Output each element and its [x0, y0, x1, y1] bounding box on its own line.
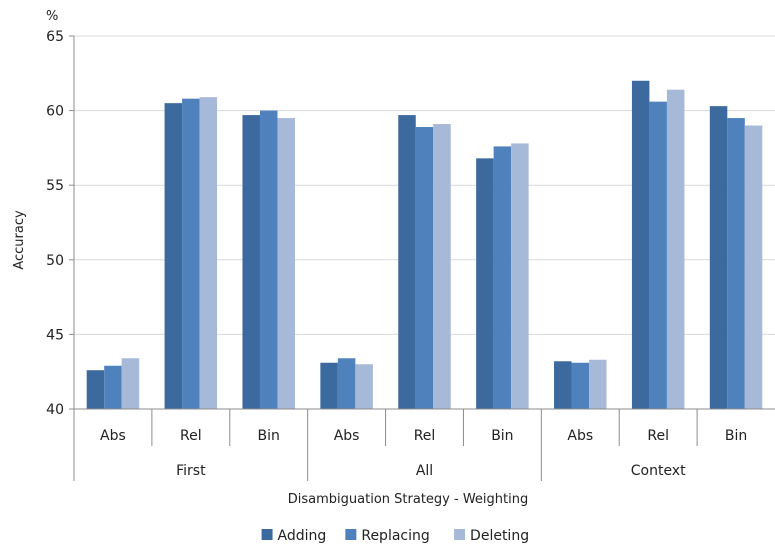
bar-adding-5 [476, 158, 494, 409]
legend-label: Replacing [361, 528, 429, 544]
bar-deleting-7 [666, 89, 685, 410]
bar-deleting-4 [433, 124, 451, 409]
x-category-label: Bin [258, 428, 280, 444]
x-category-label: Abs [100, 428, 126, 444]
y-tick-label: 50 [46, 253, 64, 269]
bar-replacing-1 [182, 98, 200, 409]
x-category-label: Abs [567, 428, 593, 444]
x-category-labels: Abs Rel Bin Abs Rel Bin Abs Rel Bin First All Conte… [100, 428, 747, 479]
bar-adding-2 [242, 115, 260, 409]
bar-replacing-3 [337, 358, 356, 409]
x-category-label: Rel [180, 428, 202, 444]
bar-replacing-6 [571, 362, 590, 409]
x-group-label: First [176, 463, 206, 479]
y-axis-title: Accuracy [12, 210, 27, 270]
bar-deleting-0 [121, 358, 140, 409]
legend-label: Deleting [470, 528, 529, 544]
bar-replacing-0 [104, 365, 122, 409]
x-category-label: Abs [334, 428, 360, 444]
bar-deleting-6 [589, 359, 607, 409]
legend-label: Adding [278, 528, 327, 544]
x-group-label: Context [631, 463, 686, 479]
legend-swatch [261, 529, 273, 540]
bar-replacing-7 [649, 101, 667, 410]
bar-replacing-4 [415, 127, 434, 409]
x-group-label: All [416, 463, 433, 479]
y-tick-label: 65 [46, 29, 64, 45]
bar-replacing-8 [727, 118, 745, 409]
y-tick-label: 55 [46, 178, 64, 194]
bar-adding-4 [398, 115, 416, 409]
x-axis-title: Disambiguation Strategy - Weighting [288, 492, 528, 507]
x-category-label: Bin [725, 428, 747, 444]
y-unit-label: % [46, 9, 58, 24]
bar-adding-6 [554, 361, 572, 409]
legend-item-deleting: Deleting [454, 528, 529, 544]
bar-deleting-1 [199, 97, 218, 410]
bar-adding-1 [164, 103, 183, 409]
y-tick-label: 40 [46, 402, 64, 418]
bar-adding-3 [320, 362, 338, 409]
bar-deleting-8 [744, 125, 763, 410]
bar-replacing-5 [493, 146, 512, 409]
bar-adding-7 [631, 80, 650, 409]
legend-item-adding: Adding [261, 528, 327, 544]
legend-swatch [454, 529, 466, 540]
y-tick-label: 60 [46, 104, 64, 120]
x-category-label: Bin [491, 428, 513, 444]
bar-replacing-2 [259, 110, 278, 409]
legend: Adding Replacing Deleting [261, 528, 529, 544]
x-category-label: Rel [414, 428, 436, 444]
axes [69, 35, 775, 481]
bar-deleting-2 [277, 118, 295, 409]
y-tick-label: 45 [46, 327, 64, 343]
bars [86, 80, 763, 410]
legend-swatch [345, 529, 357, 540]
bar-adding-8 [709, 106, 728, 410]
bar-deleting-3 [355, 364, 373, 409]
bar-adding-0 [86, 370, 105, 409]
legend-item-replacing: Replacing [345, 528, 430, 544]
bar-deleting-5 [511, 143, 529, 410]
y-tick-labels: 40 45 50 55 60 65 [46, 29, 64, 418]
x-category-label: Rel [647, 428, 669, 444]
